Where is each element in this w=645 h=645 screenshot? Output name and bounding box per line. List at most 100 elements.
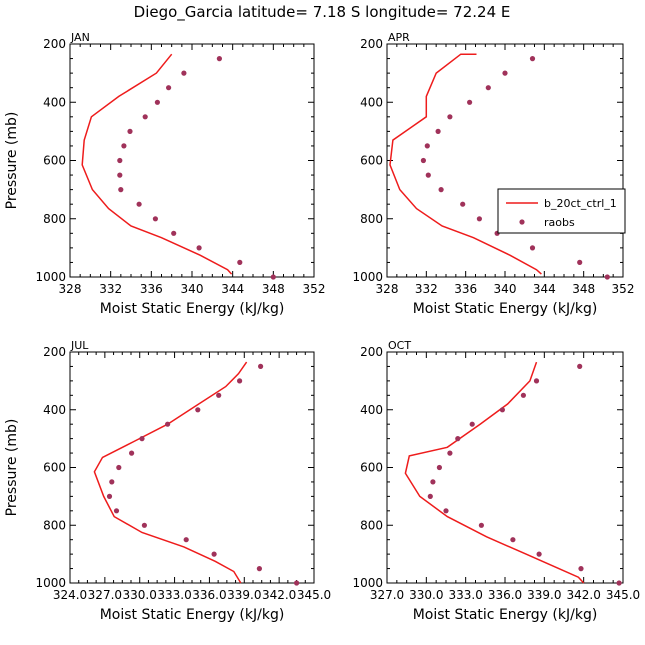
- raobs-point: [604, 274, 610, 280]
- raobs-point: [420, 157, 426, 164]
- x-tick-label: 348: [572, 282, 595, 296]
- x-tick-label: 336.0: [192, 588, 226, 602]
- raobs-point: [435, 128, 441, 134]
- raobs-point: [447, 450, 453, 456]
- raobs-point: [447, 114, 453, 120]
- x-tick-label: 340: [181, 282, 204, 296]
- x-tick-label: 342.0: [566, 588, 600, 602]
- x-tick-label: 339.0: [527, 588, 561, 602]
- x-tick-label: 344: [221, 282, 244, 296]
- raobs-point: [237, 378, 243, 384]
- y-tick-label: 800: [43, 212, 66, 226]
- x-tick-label: 328: [59, 282, 82, 296]
- legend-model-label: b_20ct_ctrl_1: [544, 197, 617, 210]
- raobs-point: [152, 216, 158, 222]
- x-tick-label: 328: [376, 282, 399, 296]
- raobs-point: [171, 230, 177, 236]
- raobs-point: [270, 274, 276, 280]
- x-tick-label: 333.0: [448, 588, 482, 602]
- raobs-point: [165, 421, 171, 427]
- raobs-point: [129, 450, 135, 456]
- model-profile-line: [389, 53, 542, 275]
- x-tick-label: 348: [262, 282, 285, 296]
- x-tick-label: 332: [415, 282, 438, 296]
- x-tick-label: 327.0: [88, 588, 122, 602]
- y-tick-label: 200: [360, 345, 383, 359]
- plot-frame: [69, 43, 315, 278]
- raobs-point: [237, 259, 243, 265]
- raobs-point: [211, 551, 217, 557]
- raobs-point: [139, 436, 145, 442]
- x-tick-label: 345.0: [606, 588, 640, 602]
- model-profile-line: [93, 361, 248, 584]
- x-tick-label: 330.0: [123, 588, 157, 602]
- raobs-point: [578, 566, 584, 572]
- raobs-point: [195, 407, 201, 413]
- raobs-point: [455, 436, 461, 442]
- y-axis-title: Pressure (mb): [4, 419, 20, 517]
- plot-frame: [69, 351, 315, 584]
- panel-jul: JUL 324.0 327.0 330.0 333.0 336.0 339.0 342.0 34…: [4, 339, 331, 623]
- x-tick-label: 352: [303, 282, 326, 296]
- raobs-point: [109, 479, 115, 485]
- model-profile-line: [81, 53, 233, 275]
- x-tick-label: 339.0: [227, 588, 261, 602]
- raobs-point: [616, 580, 622, 586]
- raobs-point: [121, 143, 127, 149]
- raobs-point: [183, 537, 189, 543]
- panel-apr: APR 328 332 336 340 344 348 352 200 400 600 800 1000…: [352, 31, 634, 317]
- raobs-point: [142, 114, 148, 120]
- raobs-point: [141, 522, 147, 528]
- raobs-point: [181, 70, 187, 76]
- panel-label: JAN: [70, 31, 90, 44]
- y-tick-label: 1000: [35, 270, 66, 284]
- y-tick-label: 800: [360, 518, 383, 532]
- raobs-point: [536, 551, 542, 557]
- raobs-point: [127, 128, 133, 134]
- raobs-point: [436, 464, 442, 471]
- raobs-point: [117, 172, 123, 178]
- legend-point-swatch: [519, 219, 525, 225]
- raobs-point: [520, 392, 527, 398]
- y-tick-label: 600: [360, 154, 383, 168]
- y-tick-label: 600: [43, 154, 66, 168]
- x-tick-label: 327.0: [370, 588, 404, 602]
- y-tick-label: 800: [43, 518, 66, 532]
- x-tick-label: 342.0: [262, 588, 296, 602]
- raobs-point: [258, 363, 264, 369]
- y-tick-label: 400: [360, 403, 383, 417]
- x-tick-label: 336: [454, 282, 477, 296]
- y-axis-title: Pressure (mb): [4, 112, 20, 210]
- y-tick-label: 1000: [35, 576, 66, 590]
- raobs-point: [529, 245, 536, 251]
- y-tick-label: 400: [360, 95, 383, 109]
- y-tick-label: 600: [360, 461, 383, 475]
- x-tick-label: 345.0: [297, 588, 331, 602]
- raobs-point: [216, 56, 222, 62]
- raobs-point: [460, 201, 466, 207]
- x-tick-label: 336: [140, 282, 163, 296]
- raobs-point: [476, 216, 482, 222]
- y-tick-label: 200: [43, 37, 66, 51]
- raobs-point: [529, 56, 536, 62]
- raobs-point: [256, 566, 262, 572]
- raobs-point: [499, 407, 505, 413]
- raobs-point: [113, 508, 120, 514]
- legend-box: [497, 188, 626, 234]
- y-tick-label: 200: [360, 37, 383, 51]
- x-tick-label: 336.0: [488, 588, 522, 602]
- raobs-point: [430, 479, 436, 485]
- panel-label: OCT: [388, 339, 411, 352]
- raobs-point: [425, 172, 431, 178]
- raobs-point: [216, 392, 222, 398]
- raobs-point: [467, 99, 473, 105]
- y-tick-label: 800: [360, 212, 383, 226]
- figure-title: Diego_Garcia latitude= 7.18 S longitude=…: [134, 3, 511, 22]
- raobs-point: [485, 85, 491, 91]
- x-axis-title: Moist Static Energy (kJ/kg): [413, 607, 598, 623]
- panel-jan: JAN 328 332 336 340 344 348 352 200 400 600 800 1000…: [4, 31, 325, 317]
- raobs-point: [427, 493, 433, 499]
- x-axis-title: Moist Static Energy (kJ/kg): [413, 301, 598, 317]
- raobs-point: [469, 421, 475, 427]
